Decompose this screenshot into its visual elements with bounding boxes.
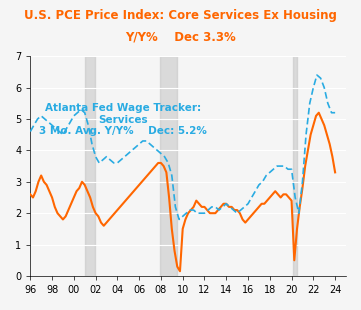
Bar [160,56,177,276]
Text: U.S. PCE Price Index: Core Services Ex Housing: U.S. PCE Price Index: Core Services Ex H… [24,9,337,22]
Bar [85,56,95,276]
Bar [293,56,297,276]
Text: Y/Y%    Dec 3.3%: Y/Y% Dec 3.3% [125,31,236,44]
Text: Atlanta Fed Wage Tracker:
Services
3 Mo. Avg. Y/Y%    Dec: 5.2%: Atlanta Fed Wage Tracker: Services 3 Mo.… [39,103,207,136]
